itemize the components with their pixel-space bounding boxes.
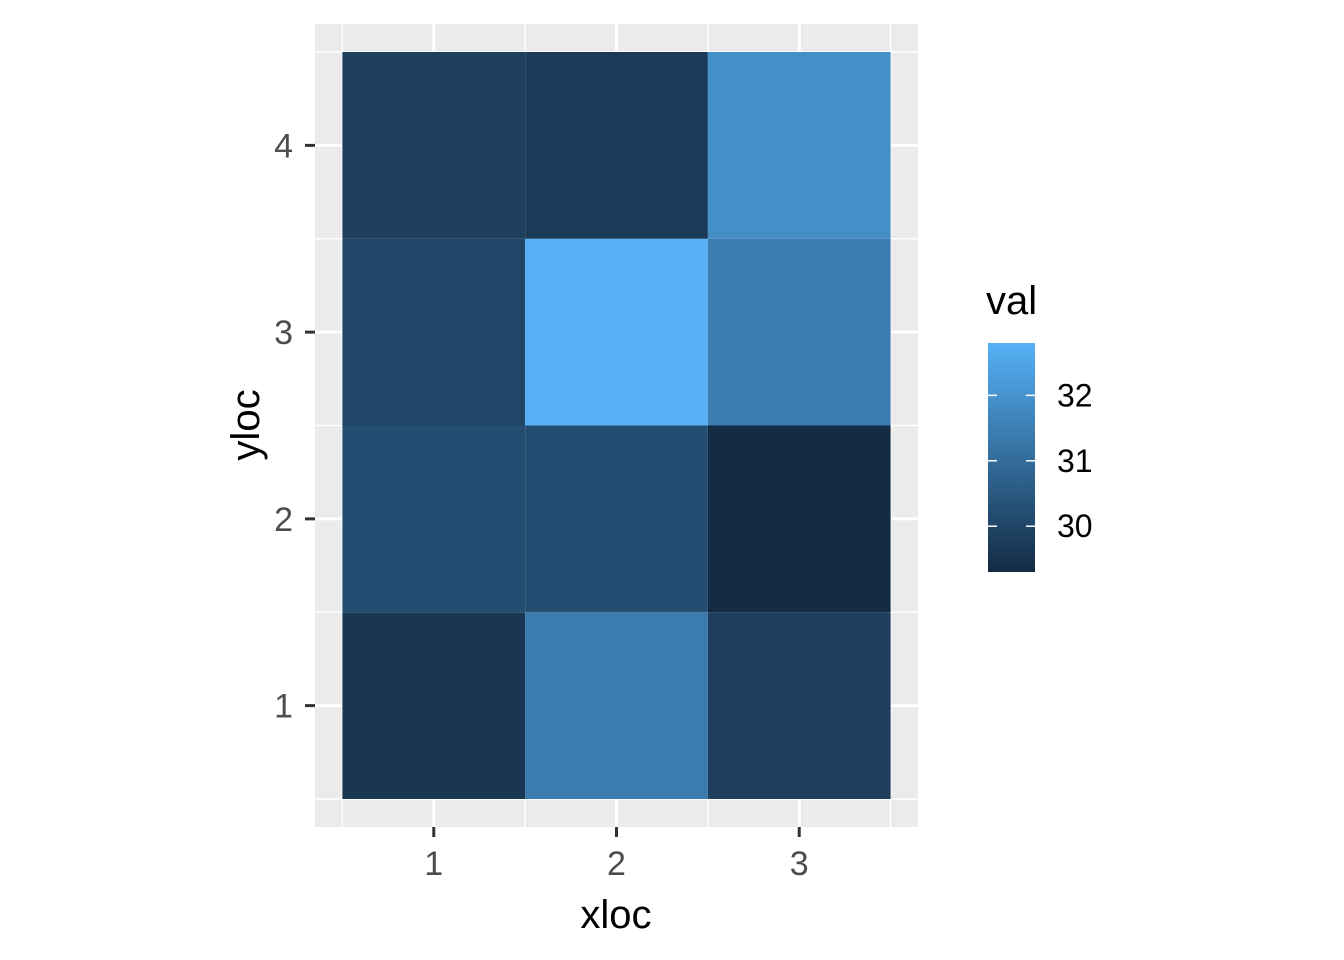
heatmap-cell-x3-y1 <box>707 612 891 799</box>
y-axis-title: yloc <box>224 389 268 460</box>
heatmap-cell-x3-y3 <box>707 238 891 426</box>
axes: 1 2 3 1 2 3 4 <box>274 127 809 883</box>
heatmap-cell-x1-y1 <box>342 612 526 799</box>
x-tick-label: 2 <box>607 845 626 883</box>
legend-tick-label: 32 <box>1057 377 1093 413</box>
heatmap-cell-x2-y1 <box>525 612 708 799</box>
legend-ticks: 30 31 32 <box>988 377 1093 544</box>
heatmap-cell-x1-y2 <box>342 425 526 613</box>
heatmap-cell-x3-y2 <box>707 425 891 613</box>
y-tick-label: 2 <box>274 501 293 539</box>
legend-tick-label: 31 <box>1057 443 1093 479</box>
heatmap-cells <box>342 52 891 799</box>
heatmap-cell-x1-y3 <box>342 238 526 426</box>
heatmap-cell-x2-y4 <box>525 52 708 239</box>
x-axis-title: xloc <box>580 893 651 937</box>
y-tick-label: 3 <box>274 314 293 352</box>
heatmap-cell-x3-y4 <box>707 52 891 239</box>
legend-colorbar <box>988 343 1035 572</box>
y-tick-label: 4 <box>274 127 293 165</box>
heatmap-cell-x2-y2 <box>525 425 708 613</box>
x-tick-label: 1 <box>424 845 443 883</box>
y-tick-label: 1 <box>274 688 293 726</box>
legend-tick-label: 30 <box>1057 508 1093 544</box>
legend-title: val <box>986 279 1037 323</box>
heatmap-cell-x2-y3 <box>525 238 708 426</box>
x-tick-label: 3 <box>790 845 809 883</box>
color-legend: val 30 31 32 <box>986 279 1093 572</box>
heatmap-cell-x1-y4 <box>342 52 526 239</box>
